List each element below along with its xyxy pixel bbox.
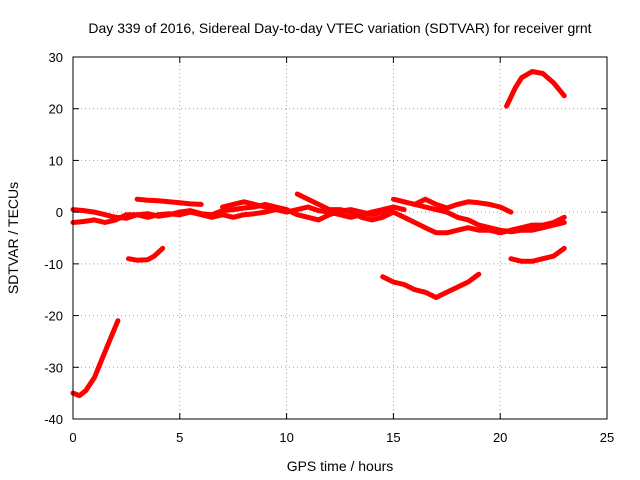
y-tick-label: 30	[49, 50, 63, 65]
x-axis-label: GPS time / hours	[287, 458, 394, 474]
x-tick-label: 15	[386, 430, 400, 445]
series-line-arc10	[380, 271, 482, 300]
x-tick-label: 25	[600, 430, 614, 445]
x-tick-label: 10	[279, 430, 293, 445]
series-line-arc4	[70, 207, 290, 225]
y-axis-label: SDTVAR / TECUs	[5, 182, 21, 294]
series-line-arc8	[412, 196, 514, 215]
series-line-arc5	[220, 199, 407, 220]
y-tick-label: -20	[44, 309, 63, 324]
x-tick-label: 5	[176, 430, 183, 445]
chart-title: Day 339 of 2016, Sidereal Day-to-day VTE…	[88, 20, 591, 36]
y-tick-label: 0	[56, 205, 63, 220]
series-line-arc9	[134, 196, 204, 207]
y-tick-label: -30	[44, 360, 63, 375]
series-line-arc12	[508, 245, 567, 264]
grid	[73, 57, 607, 419]
series-line-arc11	[504, 69, 567, 109]
x-tick-label: 20	[493, 430, 507, 445]
plot-frame	[72, 56, 608, 420]
ticks: 0 5 10 15 20 25 -40 -30 -20 -10 0 10 20 30	[44, 50, 614, 445]
series-line-arc7	[390, 196, 567, 235]
x-tick-label: 0	[69, 430, 76, 445]
series-line-arc2	[126, 245, 166, 263]
series-line-arc1	[70, 318, 121, 399]
y-tick-label: 20	[49, 102, 63, 117]
series-group	[70, 69, 567, 399]
y-tick-label: -40	[44, 412, 63, 427]
y-tick-label: -10	[44, 257, 63, 272]
y-tick-label: 10	[49, 153, 63, 168]
